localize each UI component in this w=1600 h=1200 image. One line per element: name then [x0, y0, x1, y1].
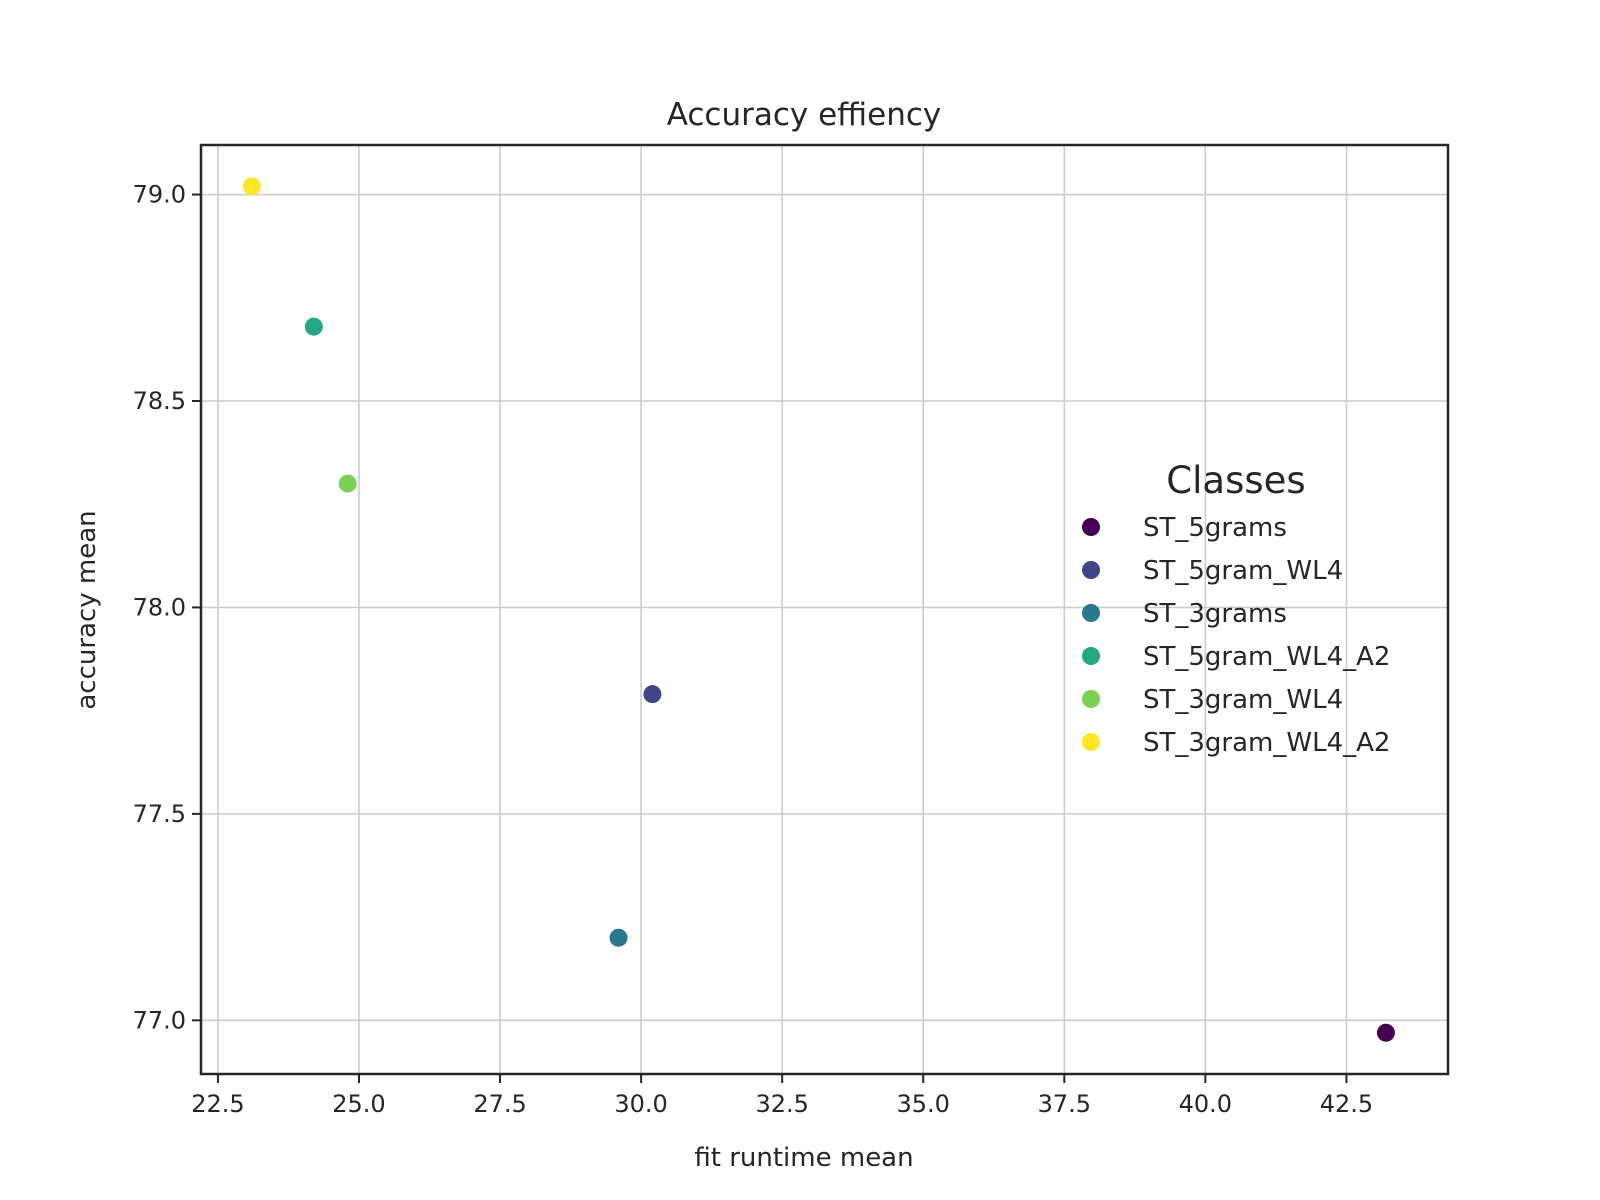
legend-marker	[1082, 733, 1100, 751]
legend-label: ST_3gram_WL4	[1143, 685, 1343, 715]
legend-marker	[1082, 647, 1100, 665]
x-axis-label: fit runtime mean	[694, 1143, 913, 1173]
legend-marker	[1082, 518, 1100, 536]
grid-lines	[201, 145, 1448, 1074]
data-point	[304, 317, 323, 336]
x-tick-label: 30.0	[614, 1090, 667, 1118]
data-point	[609, 928, 628, 947]
data-point	[338, 474, 357, 493]
x-tick-label: 32.5	[755, 1090, 808, 1118]
legend-label: ST_3gram_WL4_A2	[1143, 728, 1390, 758]
legend-marker	[1082, 690, 1100, 708]
legend-marker	[1082, 604, 1100, 622]
x-tick-label: 22.5	[191, 1090, 244, 1118]
legend-marker	[1082, 561, 1100, 579]
y-tick-label: 79.0	[133, 181, 186, 209]
y-axis-ticks: 77.0 77.5 78.0 78.5 79.0	[133, 181, 201, 1034]
legend-title: Classes	[1166, 459, 1305, 502]
y-axis-label: accuracy mean	[72, 510, 102, 709]
x-tick-label: 35.0	[897, 1090, 950, 1118]
chart-title: Accuracy effiency	[667, 97, 942, 133]
legend-items: ST_5grams ST_5gram_WL4 ST_3grams ST_5gram_W…	[1082, 513, 1390, 758]
legend-label: ST_5gram_WL4	[1143, 556, 1343, 586]
plot-frame	[199, 143, 1450, 1076]
x-tick-label: 25.0	[332, 1090, 385, 1118]
data-point	[1376, 1023, 1395, 1042]
y-tick-label: 78.5	[133, 387, 186, 415]
legend-label: ST_5grams	[1143, 513, 1287, 543]
y-tick-label: 77.0	[133, 1006, 186, 1034]
legend-label: ST_3grams	[1143, 599, 1287, 629]
data-point	[242, 177, 261, 196]
x-tick-label: 40.0	[1179, 1090, 1232, 1118]
data-points	[242, 177, 1395, 1042]
x-tick-label: 27.5	[473, 1090, 526, 1118]
data-point	[643, 685, 662, 704]
y-tick-label: 77.5	[133, 800, 186, 828]
x-tick-label: 42.5	[1320, 1090, 1373, 1118]
legend-label: ST_5gram_WL4_A2	[1143, 642, 1390, 672]
x-tick-label: 37.5	[1038, 1090, 1091, 1118]
x-axis-ticks: 22.5 25.0 27.5 30.0 32.5 35.0 37.5 40.0 42.5	[191, 1074, 1373, 1118]
y-tick-label: 78.0	[133, 593, 186, 621]
legend: Classes ST_5gramsST_5gram_WL4ST_3gramsST…	[1082, 459, 1390, 758]
